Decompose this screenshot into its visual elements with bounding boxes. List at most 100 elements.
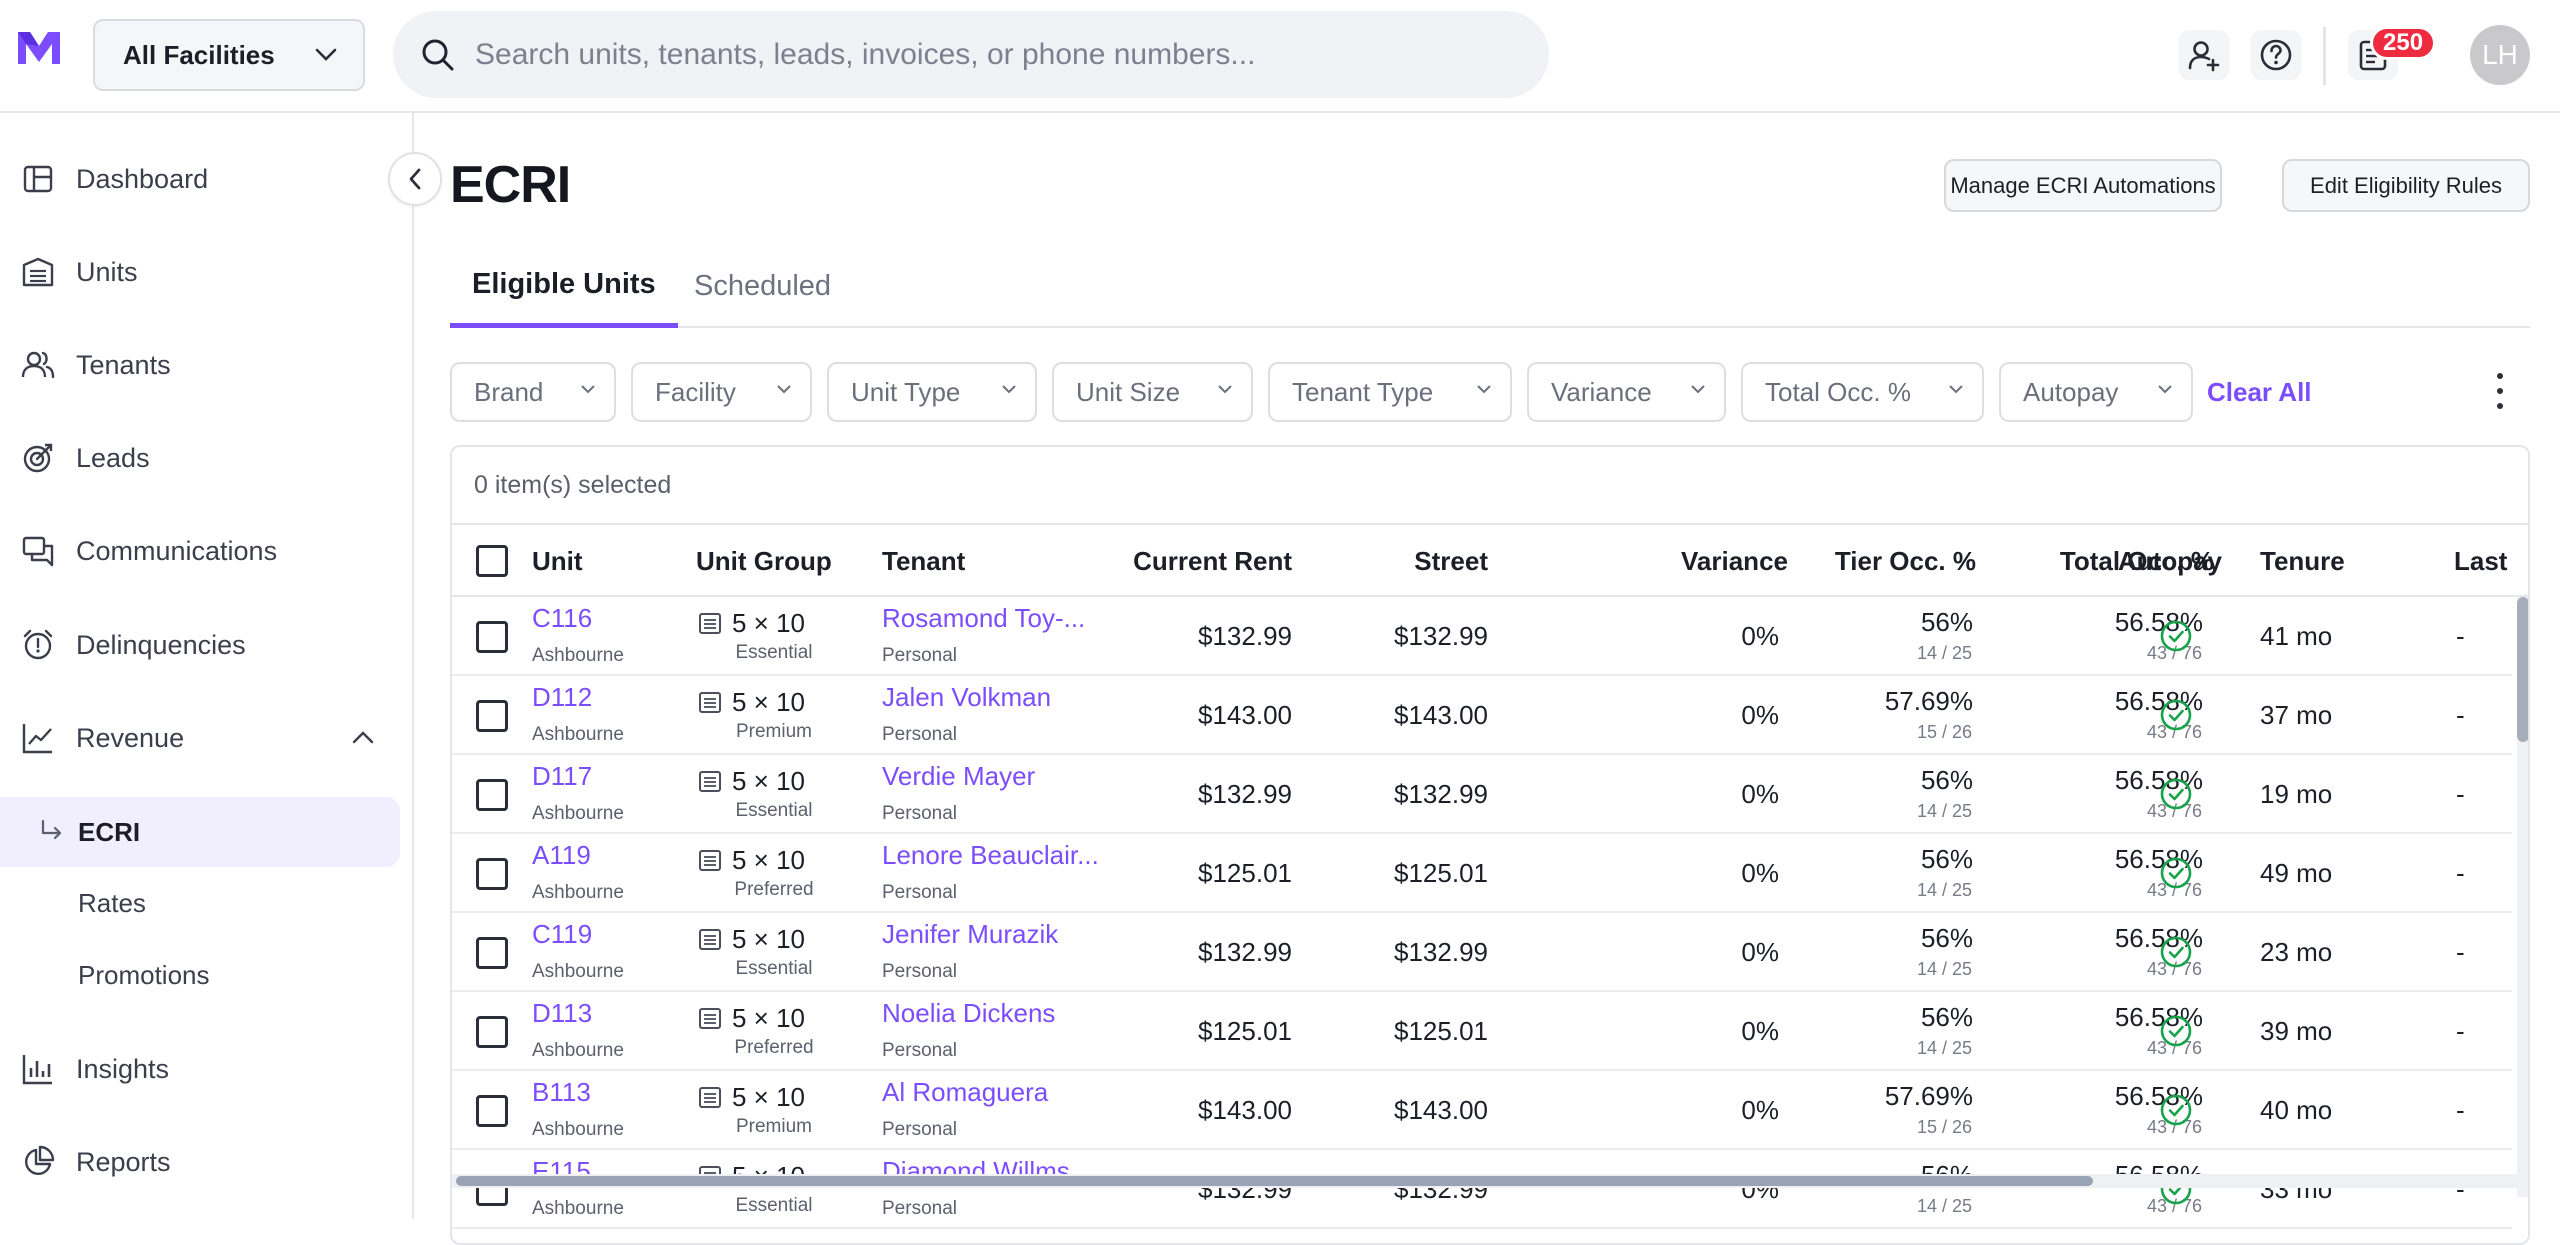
- variance: 0%: [1741, 937, 1779, 967]
- row-checkbox[interactable]: [476, 1016, 508, 1048]
- search-input[interactable]: [475, 37, 1475, 72]
- table-row[interactable]: B113 Ashbourne 5 × 10 Premium Al Romaguera Pe…: [452, 1071, 2512, 1150]
- unit-link[interactable]: D112: [532, 682, 593, 712]
- brand-logo[interactable]: [16, 28, 62, 68]
- edit-eligibility-rules-button[interactable]: Edit Eligibility Rules: [2282, 159, 2530, 212]
- tenant-link[interactable]: Jalen Volkman: [882, 682, 1052, 712]
- row-checkbox[interactable]: [476, 858, 508, 890]
- sidebar-item-units[interactable]: Units: [0, 236, 400, 308]
- row-checkbox[interactable]: [476, 937, 508, 969]
- sidebar-item-reports[interactable]: Reports: [0, 1126, 400, 1198]
- sidebar-item-leads[interactable]: Leads: [0, 422, 400, 494]
- unit-link[interactable]: B113: [532, 1077, 591, 1107]
- horizontal-scrollbar-thumb[interactable]: [456, 1176, 2093, 1186]
- tenants-icon: [18, 345, 58, 385]
- filter-label: Unit Size: [1076, 376, 1181, 407]
- filter-unit-size[interactable]: Unit Size: [1052, 362, 1253, 422]
- row-checkbox[interactable]: [476, 779, 508, 811]
- unit-link[interactable]: C116: [532, 603, 593, 633]
- vertical-scrollbar[interactable]: [2517, 597, 2528, 1197]
- sidebar-subitem-ecri[interactable]: ECRI: [0, 797, 400, 867]
- tenant-link[interactable]: Noelia Dickens: [882, 998, 1056, 1028]
- column-header-tier-occ[interactable]: Tier Occ. %: [1834, 545, 1976, 576]
- units-icon: [18, 252, 58, 292]
- user-avatar[interactable]: LH: [2470, 25, 2530, 85]
- clear-all-filters-link[interactable]: Clear All: [2207, 377, 2312, 407]
- tenant-link[interactable]: Verdie Mayer: [882, 761, 1036, 791]
- column-header-tenant[interactable]: Tenant: [882, 545, 966, 576]
- tenure: 49 mo: [2260, 858, 2333, 888]
- table-row[interactable]: D112 Ashbourne 5 × 10 Premium Jalen Volkman P…: [452, 676, 2512, 755]
- more-options-icon[interactable]: [2485, 368, 2515, 414]
- table-row[interactable]: C116 Ashbourne 5 × 10 Essential Rosamond Toy…: [452, 597, 2512, 676]
- current-rent: $143.00: [1198, 700, 1292, 730]
- row-checkbox[interactable]: [476, 621, 508, 653]
- variance: 0%: [1741, 779, 1779, 809]
- chevron-down-icon: [1477, 385, 1491, 394]
- table-row[interactable]: C119 Ashbourne 5 × 10 Essential Jenifer Mura…: [452, 913, 2512, 992]
- column-header-unit-group[interactable]: Unit Group: [696, 545, 832, 576]
- sidebar-subitem-rates[interactable]: Rates: [0, 868, 400, 938]
- tenant-link[interactable]: Lenore Beauclair...: [882, 840, 1099, 870]
- column-header-autopay[interactable]: Autopay: [2118, 545, 2222, 576]
- table-row[interactable]: E115Ashbourne5 × 10EssentialDiamond Will…: [452, 1150, 2512, 1229]
- manage-ecri-automations-button[interactable]: Manage ECRI Automations: [1944, 159, 2222, 212]
- row-checkbox[interactable]: [476, 1095, 508, 1127]
- column-header-variance[interactable]: Variance: [1681, 545, 1788, 576]
- tenant-link[interactable]: Al Romaguera: [882, 1077, 1049, 1107]
- sidebar-item-revenue[interactable]: Revenue: [0, 702, 400, 774]
- unit-link[interactable]: A119: [532, 840, 591, 870]
- facility-select[interactable]: All Facilities: [93, 19, 365, 91]
- column-header-unit[interactable]: Unit: [532, 545, 583, 576]
- tenant-link[interactable]: Rosamond Toy-...: [882, 603, 1086, 633]
- table-row[interactable]: A119 Ashbourne 5 × 10 Preferred Lenore Beauc…: [452, 834, 2512, 913]
- storage-unit-icon: [699, 692, 721, 713]
- sidebar-item-dashboard[interactable]: Dashboard: [0, 143, 400, 215]
- unit-group-tier: Essential: [735, 958, 813, 979]
- filter-total-occ[interactable]: Total Occ. %: [1741, 362, 1984, 422]
- sidebar-item-delinquencies[interactable]: Delinquencies: [0, 609, 400, 681]
- sidebar-item-tenants[interactable]: Tenants: [0, 329, 400, 401]
- total-occupancy-fraction: 43 / 76: [2146, 801, 2202, 821]
- column-header-last[interactable]: Last: [2454, 545, 2508, 576]
- global-search: [393, 11, 1549, 98]
- unit-group-tier: Premium: [735, 1116, 812, 1137]
- collapse-sidebar-button[interactable]: [388, 152, 442, 206]
- help-icon: [2260, 39, 2292, 71]
- unit-facility: Ashbourne: [532, 882, 624, 903]
- unit-facility: Ashbourne: [532, 645, 624, 666]
- tab-scheduled[interactable]: Scheduled: [694, 270, 832, 302]
- table-row[interactable]: D117 Ashbourne 5 × 10 Essential Verdie Mayer…: [452, 755, 2512, 834]
- filter-variance[interactable]: Variance: [1527, 362, 1726, 422]
- unit-link[interactable]: D113: [532, 998, 593, 1028]
- sidebar-item-insights[interactable]: Insights: [0, 1033, 400, 1105]
- add-user-button[interactable]: [2179, 30, 2229, 80]
- unit-link[interactable]: C119: [532, 919, 593, 949]
- sidebar-item-communications[interactable]: Communications: [0, 515, 400, 587]
- chevron-down-icon: [2158, 385, 2172, 394]
- filter-brand[interactable]: Brand: [450, 362, 616, 422]
- filter-unit-type[interactable]: Unit Type: [827, 362, 1037, 422]
- vertical-scrollbar-thumb[interactable]: [2517, 597, 2528, 742]
- filter-tenant-type[interactable]: Tenant Type: [1268, 362, 1512, 422]
- horizontal-scrollbar[interactable]: [452, 1174, 2517, 1188]
- column-header-tenure[interactable]: Tenure: [2260, 545, 2345, 576]
- current-rent: $132.99: [1198, 937, 1292, 967]
- table-row[interactable]: D113 Ashbourne 5 × 10 Preferred Noelia Dicke…: [452, 992, 2512, 1071]
- sidebar-subitem-promotions[interactable]: Promotions: [0, 940, 400, 1010]
- row-checkbox[interactable]: [476, 700, 508, 732]
- select-all-checkbox[interactable]: [476, 545, 508, 577]
- current-rent: $125.01: [1198, 858, 1292, 888]
- help-button[interactable]: [2251, 30, 2301, 80]
- tab-eligible-units[interactable]: Eligible Units: [450, 245, 678, 328]
- tenant-link[interactable]: Jenifer Murazik: [882, 919, 1059, 949]
- unit-link[interactable]: D117: [532, 761, 593, 791]
- column-header-total-occ[interactable]: Total Occ. %: [2059, 545, 2214, 576]
- filter-autopay[interactable]: Autopay: [1999, 362, 2193, 422]
- column-header-street[interactable]: Street: [1414, 545, 1488, 576]
- autopay-check-icon: [2160, 620, 2192, 652]
- unit-group-tier: Premium: [735, 721, 812, 742]
- storage-unit-icon: [699, 1008, 721, 1029]
- column-header-current-rent[interactable]: Current Rent: [1133, 545, 1292, 576]
- filter-facility[interactable]: Facility: [631, 362, 812, 422]
